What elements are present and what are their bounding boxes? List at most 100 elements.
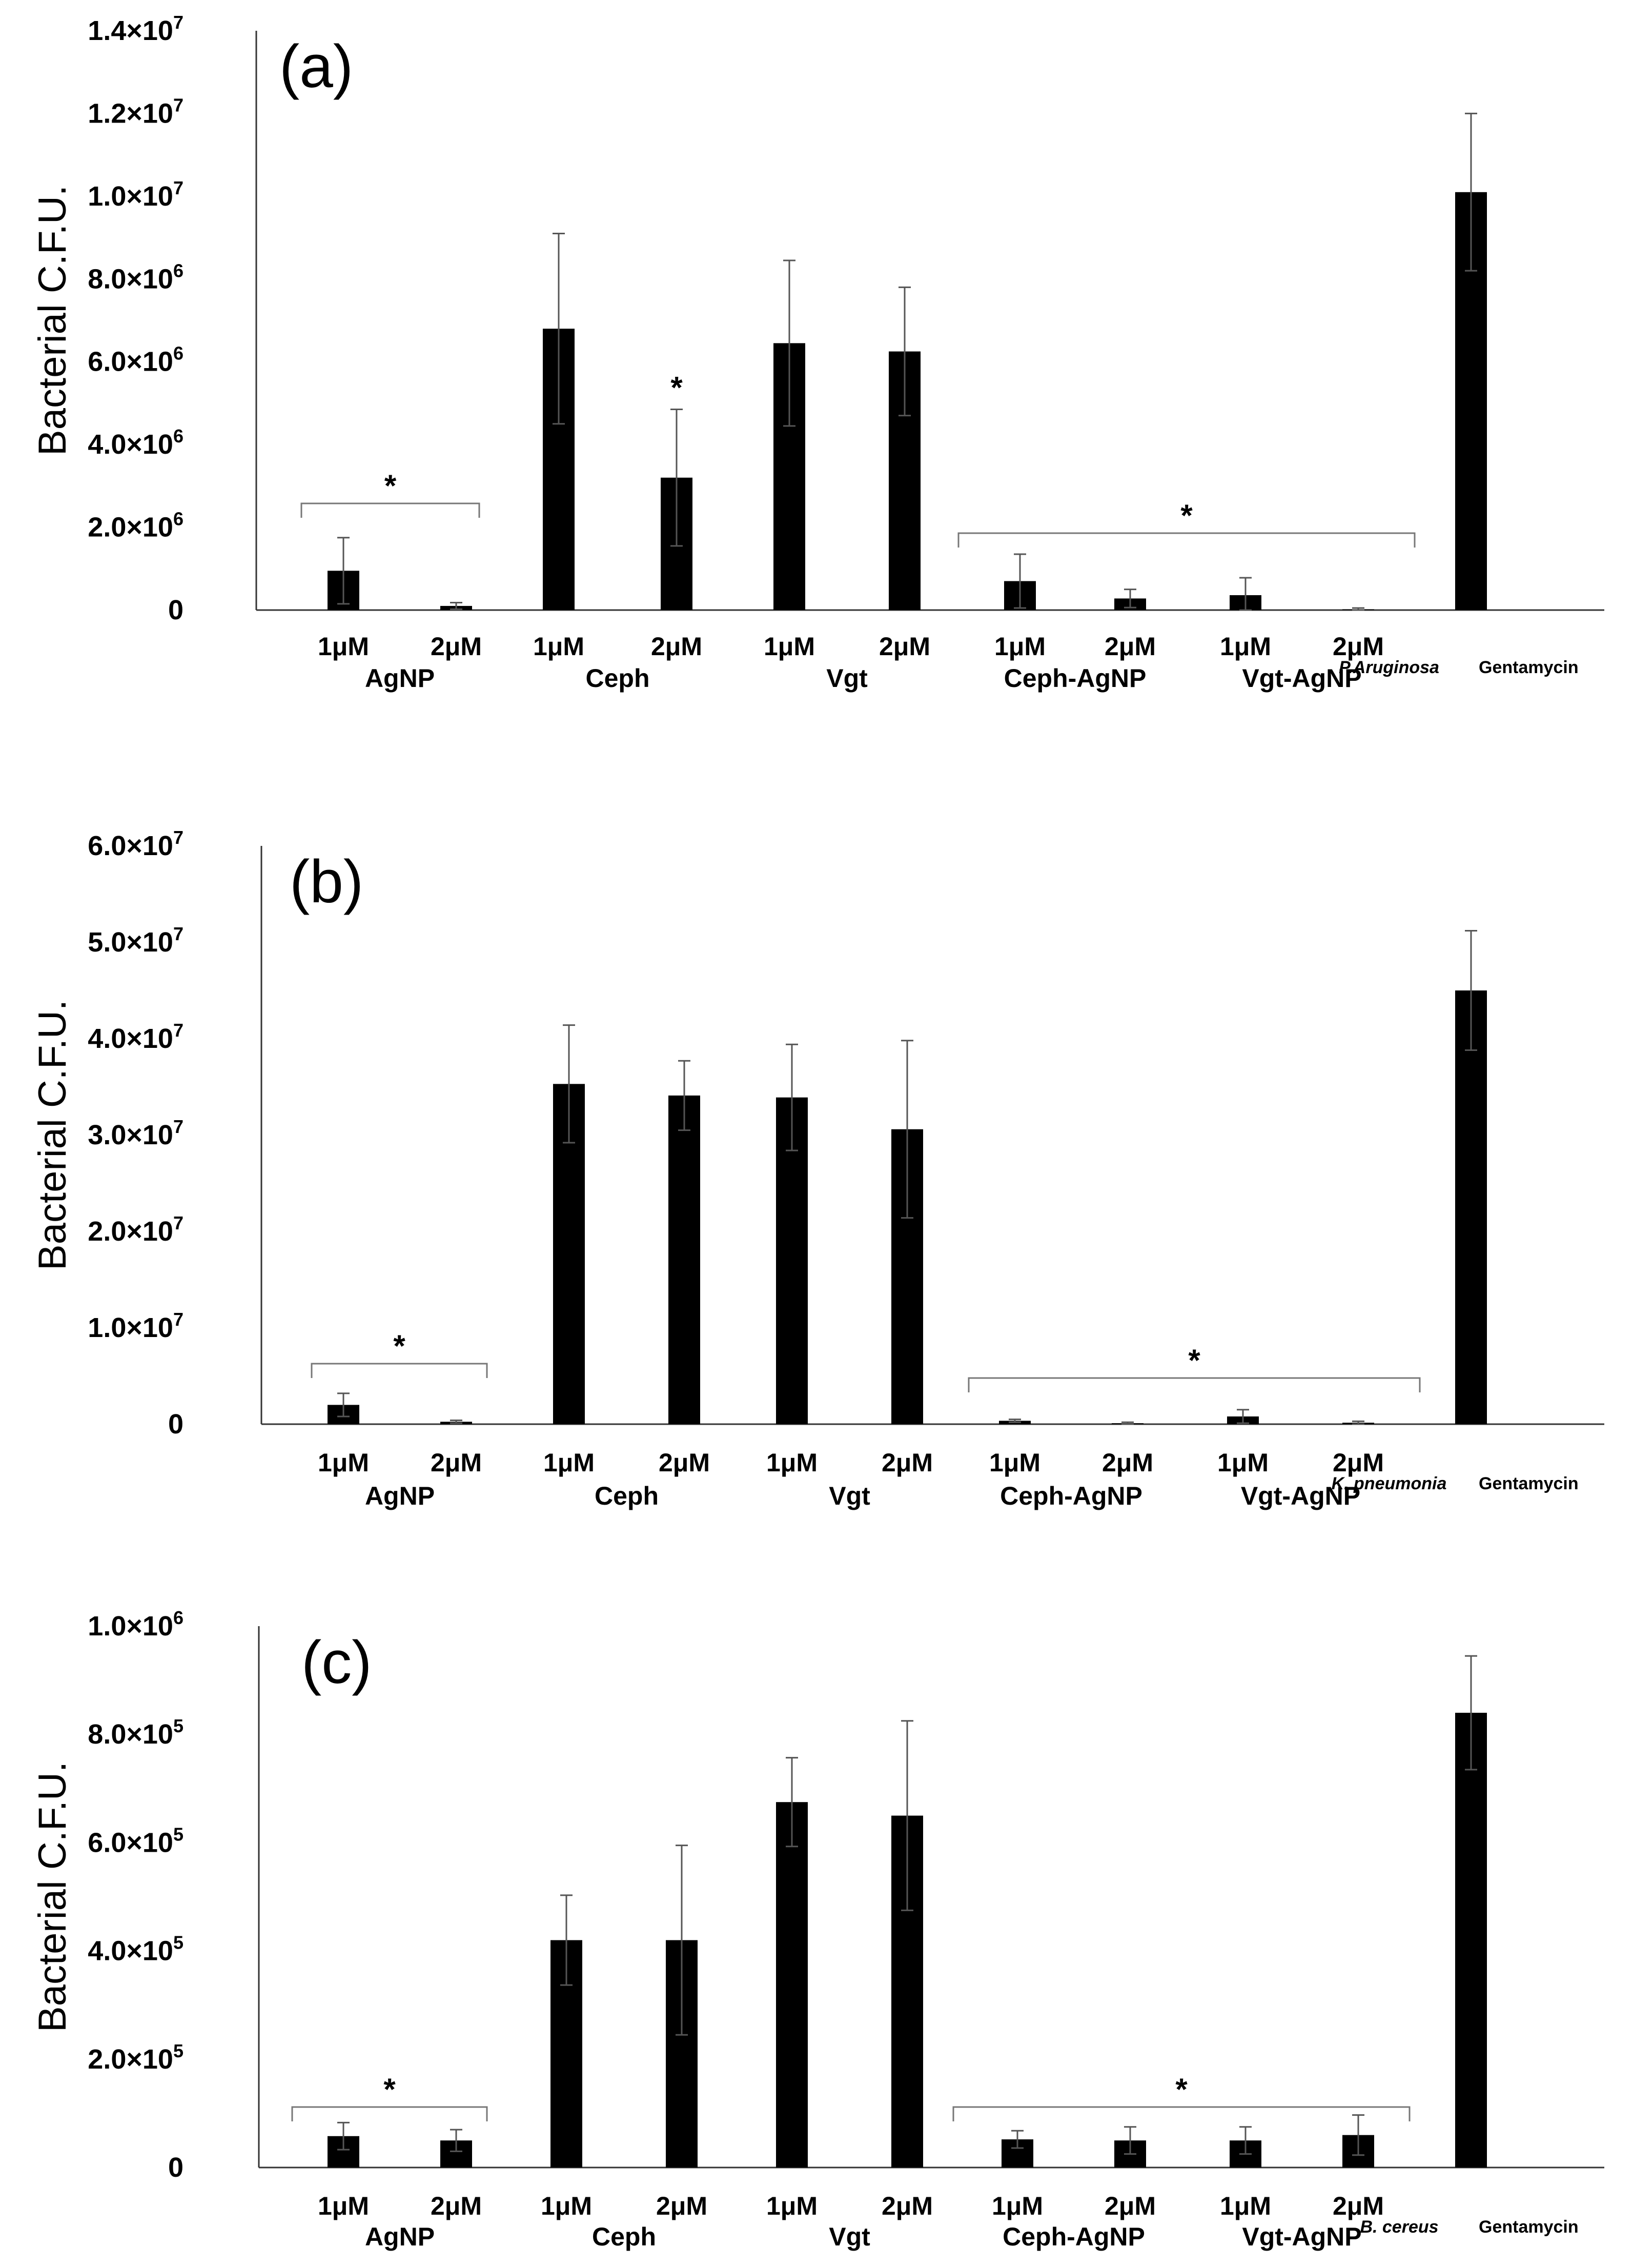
- x-group-label: Vgt: [826, 664, 868, 693]
- significance-star: *: [1175, 2072, 1188, 2107]
- control-label: Gentamycin: [1479, 658, 1579, 677]
- x-tick-dose-label: 1μM: [1220, 632, 1271, 661]
- significance-bracket: [291, 2106, 488, 2121]
- panel-label: (b): [290, 848, 363, 916]
- y-tick-label: 1.4×107: [88, 12, 183, 46]
- x-tick-dose-label: 2μM: [1105, 2192, 1156, 2220]
- panel-label: (c): [301, 1629, 372, 1696]
- y-tick-label: 4.0×106: [88, 426, 183, 460]
- x-tick-dose-label: 2μM: [1333, 1448, 1384, 1477]
- x-group-label: Ceph: [595, 1482, 659, 1510]
- x-group-label: Vgt: [829, 2222, 870, 2251]
- x-tick-dose-label: 2μM: [1105, 632, 1156, 661]
- x-group-label: Ceph-AgNP: [1000, 1482, 1142, 1510]
- organism-label: K. pneumonia: [1332, 1474, 1447, 1493]
- x-tick-dose-label: 1μM: [543, 1448, 595, 1477]
- x-group-label: Ceph-AgNP: [1004, 664, 1147, 693]
- significance-bracket: [968, 1377, 1421, 1392]
- significance-bracket: [957, 532, 1416, 548]
- significance-bracket: [952, 2106, 1411, 2121]
- x-tick-dose-label: 2μM: [1102, 1448, 1153, 1477]
- x-tick-dose-label: 2μM: [431, 632, 482, 661]
- panel-label: (a): [279, 33, 353, 100]
- significance-bracket: [311, 1363, 488, 1378]
- y-axis-label: Bacterial C.F.U.: [31, 185, 74, 456]
- x-tick-dose-label: 1μM: [318, 1448, 369, 1477]
- y-tick-label: 2.0×105: [88, 2040, 183, 2075]
- x-group-label: Vgt: [829, 1482, 870, 1510]
- y-tick-label: 1.0×107: [88, 1309, 183, 1343]
- y-tick-label: 6.0×105: [88, 1824, 183, 1858]
- x-tick-dose-label: 2μM: [659, 1448, 710, 1477]
- x-group-label: AgNP: [365, 664, 435, 693]
- x-tick-dose-label: 2μM: [882, 1448, 933, 1477]
- organism-label: P.Aruginosa: [1339, 658, 1439, 677]
- y-tick-label: 4.0×105: [88, 1932, 183, 1967]
- x-tick-dose-label: 1μM: [318, 2192, 369, 2220]
- y-tick-label: 1.0×106: [88, 1607, 183, 1642]
- y-tick-label: 3.0×107: [88, 1116, 183, 1150]
- y-tick-label: 5.0×107: [88, 923, 183, 958]
- significance-star: *: [1188, 1343, 1200, 1378]
- x-tick-dose-label: 2μM: [431, 1448, 482, 1477]
- chart-panel-a: 0 2.0×106 4.0×106 6.0×106 8.0×106 1.0×107 1.2×…: [31, 12, 1604, 693]
- y-tick-label: 0: [168, 2152, 183, 2183]
- significance-star: *: [383, 2072, 396, 2107]
- y-tick-label: 8.0×105: [88, 1715, 183, 1750]
- bar: [776, 1097, 808, 1424]
- x-group-label: Ceph: [586, 664, 650, 693]
- y-axis-label: Bacterial C.F.U.: [31, 1000, 74, 1270]
- x-tick-dose-label: 1μM: [764, 632, 815, 661]
- y-tick-label: 8.0×106: [88, 260, 183, 294]
- x-tick-dose-label: 1μM: [989, 1448, 1040, 1477]
- x-group-label: AgNP: [365, 1482, 435, 1510]
- x-group-label: Vgt-AgNP: [1242, 664, 1361, 693]
- significance-star: *: [1180, 498, 1193, 533]
- x-group-label: AgNP: [365, 2222, 435, 2251]
- x-tick-dose-label: 1μM: [766, 2192, 818, 2220]
- x-group-label: Ceph-AgNP: [1003, 2222, 1145, 2251]
- x-tick-dose-label: 1μM: [766, 1448, 818, 1477]
- bar: [1455, 1712, 1487, 2168]
- y-tick-label: 1.2×107: [88, 94, 183, 129]
- y-tick-label: 0: [168, 595, 183, 625]
- y-tick-label: 2.0×107: [88, 1212, 183, 1247]
- bar: [1455, 990, 1487, 1424]
- x-tick-dose-label: 1μM: [992, 2192, 1043, 2220]
- x-tick-dose-label: 2μM: [431, 2192, 482, 2220]
- x-group-label: Vgt-AgNP: [1242, 2222, 1361, 2251]
- y-axis-label: Bacterial C.F.U.: [31, 1761, 74, 2032]
- chart-panel-c: 0 2.0×105 4.0×105 6.0×105 8.0×105 1.0×106 Bact…: [31, 1607, 1604, 2251]
- x-group-label: Vgt-AgNP: [1241, 1482, 1360, 1510]
- organism-label: B. cereus: [1360, 2217, 1438, 2237]
- significance-star: *: [384, 469, 397, 503]
- chart-panel-b: 0 1.0×107 2.0×107 3.0×107 4.0×107 5.0×107 6.0×…: [31, 827, 1604, 1510]
- x-tick-dose-label: 2μM: [882, 2192, 933, 2220]
- bar: [776, 1802, 808, 2168]
- x-tick-dose-label: 1μM: [533, 632, 584, 661]
- x-tick-dose-label: 1μM: [994, 632, 1046, 661]
- y-tick-label: 2.0×106: [88, 509, 183, 543]
- significance-star: *: [393, 1329, 405, 1363]
- bar: [668, 1095, 700, 1424]
- x-tick-dose-label: 2μM: [1333, 2192, 1384, 2220]
- control-label: Gentamycin: [1479, 1474, 1579, 1493]
- x-group-label: Ceph: [592, 2222, 656, 2251]
- y-tick-label: 6.0×106: [88, 343, 183, 377]
- y-tick-label: 0: [168, 1409, 183, 1440]
- significance-star: *: [670, 371, 683, 405]
- significance-bracket: [300, 502, 480, 518]
- x-tick-dose-label: 1μM: [318, 632, 369, 661]
- y-tick-label: 1.0×107: [88, 177, 183, 212]
- x-tick-dose-label: 1μM: [541, 2192, 592, 2220]
- x-tick-dose-label: 2μM: [651, 632, 702, 661]
- x-tick-dose-label: 2μM: [656, 2192, 707, 2220]
- y-tick-label: 6.0×107: [88, 827, 183, 861]
- x-tick-dose-label: 2μM: [1333, 632, 1384, 661]
- x-tick-dose-label: 2μM: [879, 632, 930, 661]
- control-label: Gentamycin: [1479, 2217, 1579, 2237]
- y-tick-label: 4.0×107: [88, 1020, 183, 1054]
- x-tick-dose-label: 1μM: [1217, 1448, 1269, 1477]
- x-tick-dose-label: 1μM: [1220, 2192, 1271, 2220]
